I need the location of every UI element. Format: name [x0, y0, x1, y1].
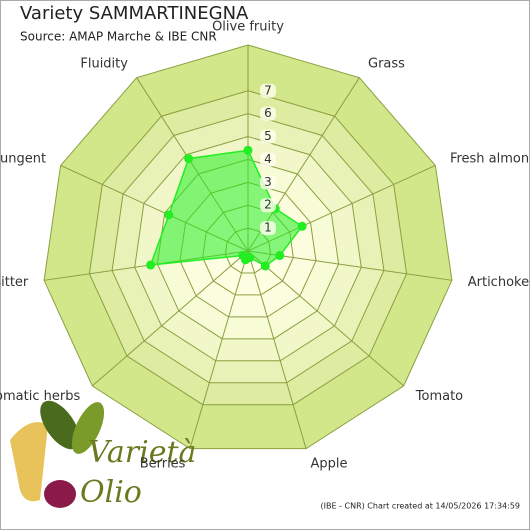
axis-label: Grass: [368, 57, 405, 72]
axis-label: Olive fruity: [212, 20, 284, 35]
axis-label: Fresh almond: [450, 151, 530, 166]
data-point: [297, 221, 307, 231]
data-point: [238, 250, 248, 260]
tick-label-bg: [260, 106, 276, 121]
logo-leaf: [71, 402, 105, 454]
axis-label: Tomato: [415, 389, 463, 404]
axis-label: Pungent: [0, 151, 46, 166]
data-point: [146, 260, 156, 270]
data-point: [275, 251, 285, 261]
data-point: [164, 210, 174, 220]
y-tick-label: 6: [264, 106, 272, 120]
logo-text: Varietà: [88, 435, 196, 470]
credits: (IBE - CNR) Chart created at 14/05/2026 …: [321, 502, 521, 511]
tick-label-bg: [260, 83, 276, 98]
y-tick-label: 1: [264, 221, 272, 235]
axis-label: Aromatic herbs: [0, 389, 80, 404]
spoke: [247, 250, 307, 449]
logo-shape: [10, 422, 48, 502]
logo-text: Olio: [80, 475, 142, 510]
y-tick-label: 7: [264, 83, 272, 97]
tick-label-bg: [260, 152, 276, 167]
axis-label: Artichoke: [468, 275, 529, 290]
y-tick-label: 3: [264, 175, 272, 189]
spoke: [189, 250, 249, 449]
data-point: [243, 145, 253, 155]
tick-label-bg: [260, 221, 276, 236]
tick-label-bg: [260, 198, 276, 213]
logo: Varietà Olio: [10, 400, 196, 510]
spoke: [247, 250, 405, 387]
data-point: [260, 261, 270, 271]
spoke: [91, 250, 249, 387]
axis-label: Apple: [311, 457, 348, 472]
y-tick-label: 4: [264, 152, 272, 166]
tick-label-bg: [260, 175, 276, 190]
chart-subtitle: Source: AMAP Marche & IBE CNR: [20, 30, 217, 44]
axis-label: Fluidity: [80, 57, 128, 72]
logo-leaf: [40, 400, 80, 450]
data-point: [184, 154, 194, 164]
axis-label: Bitter: [0, 275, 29, 290]
chart-title: Variety SAMMARTINEGNA: [20, 3, 249, 24]
axis-label: Berries: [140, 457, 186, 472]
y-tick-label: 5: [264, 129, 272, 143]
logo-olive: [44, 480, 76, 508]
tick-label-bg: [260, 129, 276, 144]
y-tick-label: 2: [264, 198, 272, 212]
